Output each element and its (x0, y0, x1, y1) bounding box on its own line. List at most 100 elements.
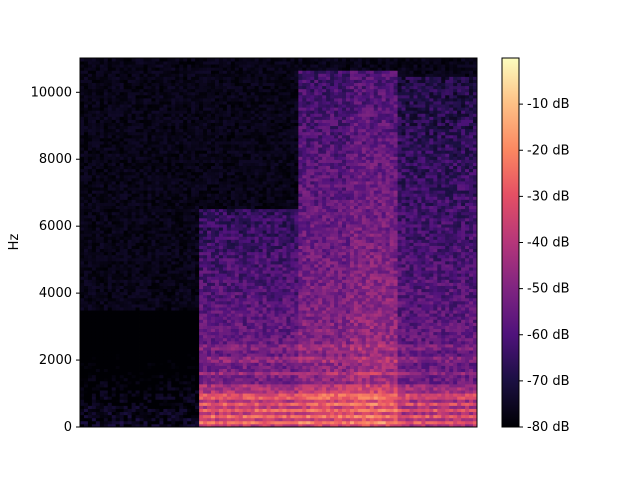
spectrogram-cell (179, 233, 184, 237)
spectrogram-cell (175, 368, 180, 373)
spectrogram-cell (199, 119, 204, 123)
spectrogram-cell (155, 383, 160, 388)
spectrogram-cell (203, 150, 208, 154)
spectrogram-cell (167, 365, 172, 369)
spectrogram-cell (83, 125, 89, 130)
spectrogram-cell (127, 350, 133, 354)
spectrogram-cell (135, 196, 140, 200)
spectrogram-cell (151, 248, 156, 253)
spectrogram-cell (151, 347, 156, 351)
spectrogram-cell (95, 174, 101, 179)
spectrogram-cell (230, 131, 236, 136)
spectrogram-cell (111, 353, 117, 357)
spectrogram-cell (131, 159, 136, 163)
spectrogram-cell (115, 147, 121, 151)
spectrogram-cell (139, 193, 144, 197)
spectrogram-cell (211, 147, 216, 151)
spectrogram-cell (155, 362, 160, 366)
spectrogram-cell (123, 319, 129, 323)
spectrogram-cell (111, 110, 117, 114)
spectrogram-cell (203, 220, 208, 225)
spectrogram-cell (103, 162, 109, 167)
spectrogram-cell (131, 328, 136, 333)
spectrogram-cell (238, 300, 244, 305)
spectrogram-cell (107, 365, 113, 369)
spectrogram-cell (151, 125, 156, 130)
spectrogram-cell (127, 402, 133, 406)
spectrogram-cell (163, 168, 168, 173)
spectrogram-cell (103, 377, 109, 382)
spectrogram-cell (218, 297, 224, 302)
spectrogram-cell (139, 131, 144, 136)
spectrogram-cell (147, 217, 152, 222)
spectrogram-cell (83, 337, 89, 342)
spectrogram-cell (230, 205, 236, 210)
spectrogram-cell (226, 73, 232, 77)
spectrogram-cell (147, 350, 152, 354)
spectrogram-cell (211, 91, 216, 96)
spectrogram-cell (167, 359, 172, 363)
spectrogram-cell (207, 70, 212, 74)
spectrogram-cell (207, 61, 212, 65)
spectrogram-cell (199, 239, 204, 243)
spectrogram-cell (238, 199, 244, 203)
spectrogram-cell (234, 177, 240, 182)
spectrogram-cell (111, 58, 117, 62)
spectrogram-cell (87, 214, 93, 219)
spectrogram-cell (183, 181, 188, 185)
spectrogram-cell (159, 199, 164, 203)
spectrogram-cell (99, 343, 105, 348)
spectrogram-cell (175, 260, 180, 265)
spectrogram-cell (115, 64, 121, 68)
spectrogram-cell (87, 147, 93, 151)
spectrogram-cell (135, 334, 140, 339)
spectrogram-cell (135, 187, 140, 191)
spectrogram-cell (99, 202, 105, 206)
spectrogram-cell (159, 254, 164, 259)
spectrogram-cell (167, 67, 172, 71)
spectrogram-cell (199, 251, 204, 256)
spectrogram-cell (226, 101, 232, 105)
spectrogram-cell (95, 82, 101, 87)
spectrogram-cell (87, 233, 93, 237)
spectrogram-cell (187, 61, 192, 65)
spectrogram-cell (139, 122, 144, 127)
spectrogram-cell (107, 260, 113, 265)
spectrogram-cell (226, 396, 232, 400)
spectrogram-cell (191, 337, 196, 342)
spectrogram-cell (155, 291, 160, 296)
spectrogram-cell (167, 276, 172, 280)
spectrogram-cell (127, 322, 133, 326)
spectrogram-cell (191, 267, 196, 271)
spectrogram-cell (218, 267, 224, 271)
spectrogram-cell (238, 337, 244, 342)
spectrogram-cell (214, 331, 220, 336)
spectrogram-cell (87, 248, 93, 253)
spectrogram-cell (175, 365, 180, 369)
spectrogram-cell (222, 319, 228, 323)
spectrogram-cell (159, 304, 164, 308)
spectrogram-cell (230, 260, 236, 265)
spectrogram-cell (119, 273, 125, 277)
spectrogram-cell (163, 174, 168, 179)
spectrogram-cell (80, 134, 85, 139)
spectrogram-cell (147, 141, 152, 145)
spectrogram-cell (179, 300, 184, 305)
spectrogram-cell (171, 365, 176, 369)
spectrogram-cell (131, 340, 136, 345)
spectrogram-cell (139, 184, 144, 188)
spectrogram-cell (242, 347, 248, 351)
spectrogram-cell (187, 337, 192, 342)
spectrogram-cell (103, 319, 109, 323)
spectrogram-cell (175, 174, 180, 179)
spectrogram-cell (191, 242, 196, 246)
spectrogram-cell (218, 331, 224, 336)
spectrogram-cell (167, 134, 172, 139)
spectrogram-cell (171, 61, 176, 65)
spectrogram-cell (151, 116, 156, 120)
spectrogram-cell (179, 91, 184, 96)
spectrogram-cell (155, 282, 160, 286)
spectrogram-cell (238, 94, 244, 99)
spectrogram-cell (238, 343, 244, 348)
spectrogram-cell (80, 214, 85, 219)
